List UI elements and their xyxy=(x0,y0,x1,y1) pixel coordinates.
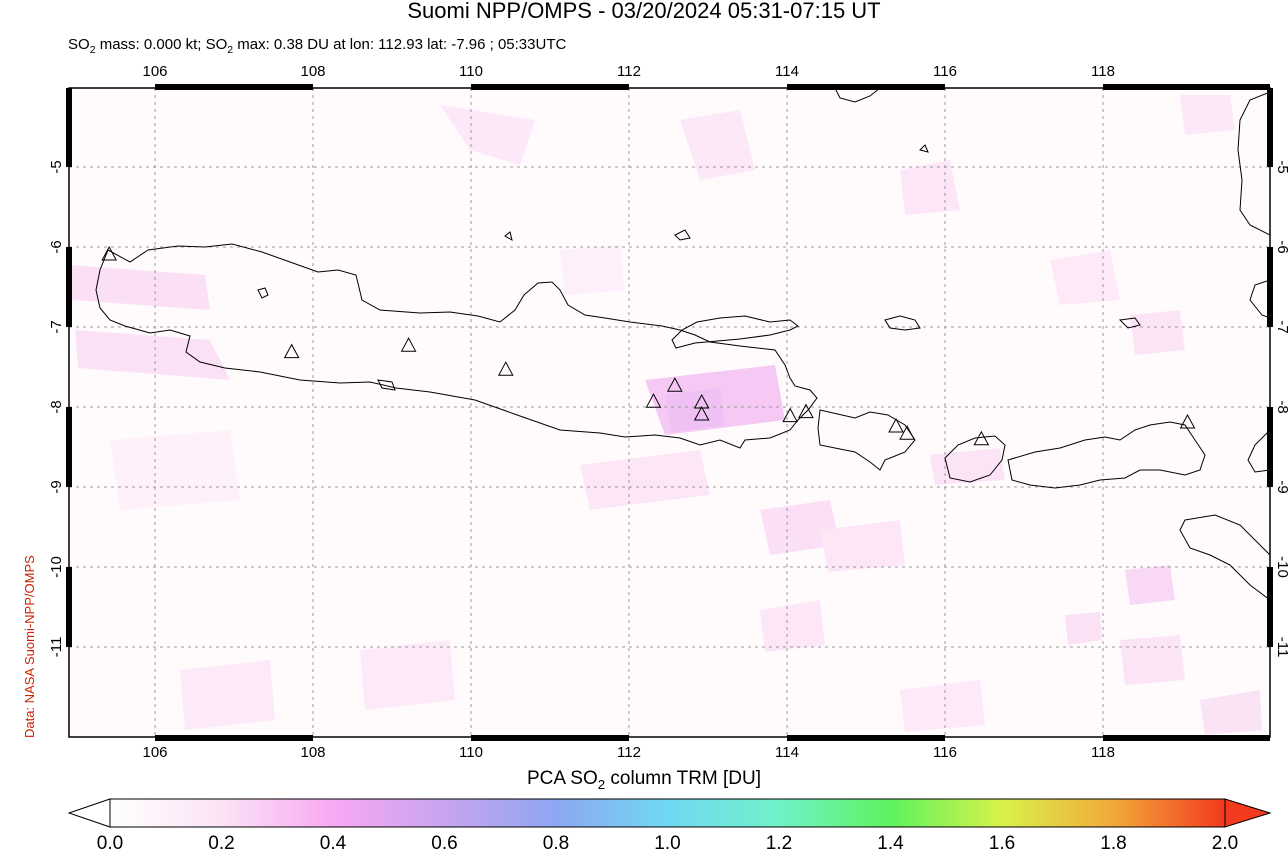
lat-tick-label: -10 xyxy=(48,556,65,578)
lon-tick-label: 112 xyxy=(617,744,641,760)
lon-tick-label: 108 xyxy=(300,63,325,80)
colorbar-tick: 0.6 xyxy=(431,833,458,854)
lat-tick-label: -6 xyxy=(1274,240,1288,253)
lon-labels-top: 106 108 110 112 114 116 118 xyxy=(142,63,1114,80)
colorbar-min-arrow xyxy=(67,798,111,828)
lon-tick-label: 108 xyxy=(300,744,325,760)
volcano-marker-icon xyxy=(693,405,710,421)
lat-tick-label: -7 xyxy=(48,320,65,333)
lat-tick-label: -9 xyxy=(1274,480,1288,493)
so2-map: 106 108 110 112 114 116 118 106 108 110 … xyxy=(48,63,1288,760)
lat-tick-label: -8 xyxy=(48,400,65,413)
so2-pixels xyxy=(70,95,1262,735)
volcano-marker-icon xyxy=(283,343,300,359)
lon-tick-label: 118 xyxy=(1091,744,1115,760)
lon-tick-label: 114 xyxy=(775,744,799,760)
volcano-marker-icon xyxy=(666,377,683,392)
colorbar-tick: 0.8 xyxy=(542,833,570,854)
lat-labels-right: -5 -6 -7 -8 -9 -10 -11 xyxy=(1274,160,1288,657)
colorbar xyxy=(67,798,1272,828)
lat-tick-label: -6 xyxy=(48,240,65,253)
colorbar-label: PCA SO2 column TRM [DU] xyxy=(526,768,762,792)
lat-tick-label: -5 xyxy=(1274,160,1288,173)
graticule xyxy=(69,88,1270,737)
lon-tick-label: 118 xyxy=(1091,63,1115,80)
colorbar-tick: 1.4 xyxy=(877,833,904,854)
lon-tick-label: 110 xyxy=(459,63,483,80)
lat-tick-label: -7 xyxy=(1274,320,1288,333)
lon-tick-label: 110 xyxy=(459,744,483,760)
volcano-marker-icon xyxy=(645,393,662,408)
volcano-marker-icon xyxy=(782,407,798,423)
lat-tick-label: -10 xyxy=(1274,556,1288,578)
lon-tick-label: 116 xyxy=(933,744,957,760)
lat-tick-label: -11 xyxy=(48,637,65,658)
colorbar-max-arrow xyxy=(1224,798,1272,828)
lat-tick-label: -9 xyxy=(48,480,65,493)
map-frame xyxy=(66,84,1273,741)
lat-tick-label: -8 xyxy=(1274,400,1288,413)
lon-tick-label: 106 xyxy=(142,63,167,80)
coastlines xyxy=(95,88,1270,601)
colorbar-tick: 1.0 xyxy=(654,833,681,854)
colorbar-tick: 1.6 xyxy=(988,833,1016,854)
volcano-marker-icon xyxy=(101,245,118,261)
volcano-marker-icon xyxy=(497,361,514,376)
lon-tick-label: 112 xyxy=(617,63,641,80)
colorbar-tick: 0.2 xyxy=(208,833,235,854)
volcano-marker-icon xyxy=(798,403,814,419)
lon-labels-bottom: 106 108 110 112 114 116 118 xyxy=(142,744,1114,760)
lon-tick-label: 106 xyxy=(142,744,167,760)
lat-labels-left: -5 -6 -7 -8 -9 -10 -11 xyxy=(48,160,65,657)
colorbar-gradient xyxy=(109,798,1226,828)
colorbar-tick: 2.0 xyxy=(1211,833,1239,854)
colorbar-tick: 0.4 xyxy=(319,833,347,854)
lat-tick-label: -11 xyxy=(1274,637,1288,658)
volcano-marker-icon xyxy=(400,337,417,352)
map-title: Suomi NPP/OMPS - 03/20/2024 05:31-07:15 … xyxy=(407,0,881,23)
map-subtitle: SO2 mass: 0.000 kt; SO2 max: 0.38 DU at … xyxy=(68,36,567,56)
lon-tick-label: 114 xyxy=(775,63,799,80)
volcano-marker-icon xyxy=(1179,413,1196,429)
lat-tick-label: -5 xyxy=(48,160,65,173)
volcano-markers xyxy=(101,245,1196,446)
volcano-marker-icon xyxy=(973,430,990,446)
lon-tick-label: 116 xyxy=(933,63,957,80)
colorbar-tick: 1.8 xyxy=(1100,833,1127,854)
volcano-marker-icon xyxy=(888,417,904,433)
volcano-marker-icon xyxy=(899,425,915,440)
colorbar-tick: 0.0 xyxy=(96,833,124,854)
colorbar-tick: 1.2 xyxy=(765,833,793,854)
